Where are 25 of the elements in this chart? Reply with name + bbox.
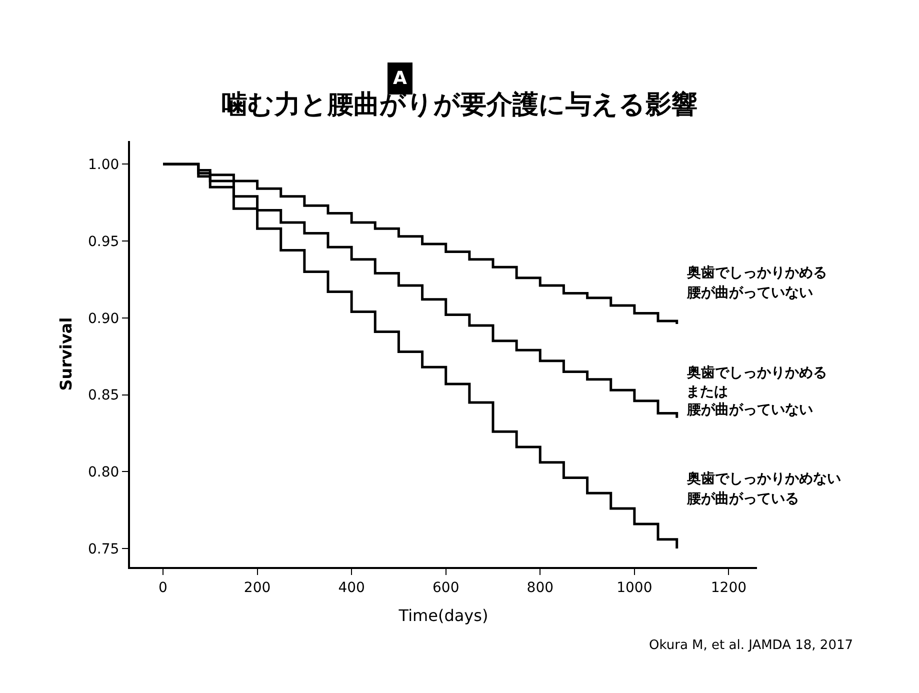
y-tick-label: 0.95 [88,234,120,250]
x-tick-label: 200 [244,580,271,596]
annotation: 腰が曲がっている [686,491,799,507]
y-tick-label: 0.75 [88,541,120,558]
annotation: 腰が曲がっていない [686,402,813,418]
x-axis-title: Time(days) [398,606,488,625]
text: Okura M, et al. JAMDA 18, 2017 [649,638,854,653]
annotation: 腰が曲がっていない [686,285,813,301]
x-tick-label: 0 [158,580,168,596]
annotation: または [686,384,728,400]
x-tick-label: 1000 [616,580,652,596]
x-tick-label: 1200 [710,580,747,596]
annotation: 奥歯でしっかりかめない [686,471,841,487]
x-tick-label: 800 [526,580,554,596]
chart-title: 噛む力と腰曲がりが要介護に与える影響 [222,90,698,120]
annotation: 奥歯でしっかりかめる [686,365,827,381]
x-tick-label: 400 [338,580,365,596]
text: A [393,68,407,89]
y-axis-title: Survival [56,317,76,391]
y-tick-label: 1.00 [88,156,120,173]
x-tick-label: 600 [432,580,460,596]
y-tick-label: 0.85 [88,388,120,404]
annotation: 奥歯でしっかりかめる [686,265,827,281]
y-tick-label: 0.90 [88,310,120,327]
y-tick-label: 0.80 [88,464,120,481]
